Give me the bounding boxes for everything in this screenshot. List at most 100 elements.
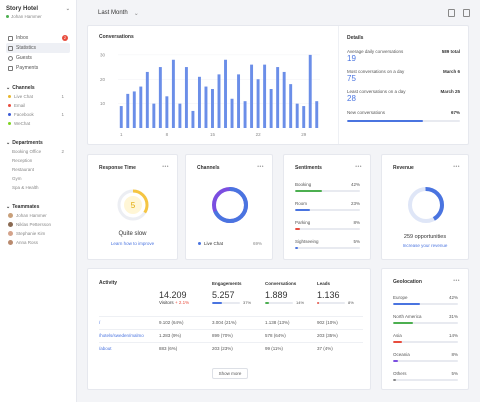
bar[interactable] — [263, 64, 267, 128]
column-header[interactable]: Conversations — [265, 280, 297, 286]
sidebar: Story Hotel ⌄ Johan Hammer Inbox 2 Stati… — [0, 0, 77, 402]
current-user[interactable]: Johan Hammer — [6, 14, 70, 19]
channel-label: Live Chat — [14, 94, 34, 99]
detail-value: 28 — [347, 94, 356, 103]
x-tick-label: 8 — [166, 132, 169, 137]
leads-value: 1.136 — [317, 290, 340, 300]
more-icon[interactable]: ••• — [257, 164, 264, 170]
department-item-booking-office[interactable]: Booking Office 2 — [6, 147, 70, 156]
more-icon[interactable]: ••• — [453, 164, 460, 170]
departments-toggle[interactable]: ⌄ Departments — [6, 138, 70, 147]
nav-item-guests[interactable]: Guests — [6, 53, 70, 63]
bar[interactable] — [145, 71, 149, 128]
cell-engagements: 3.004 (21%) — [212, 320, 237, 325]
period-select[interactable]: Last Month ⌄ — [88, 10, 139, 17]
bar[interactable] — [308, 54, 312, 128]
page-path-link[interactable]: /about — [99, 346, 112, 352]
engagements-bar — [212, 301, 240, 304]
channel-color-dot — [8, 113, 11, 116]
more-icon[interactable]: ••• — [453, 278, 460, 284]
bar[interactable] — [211, 89, 214, 128]
channel-item-email[interactable]: Email — [6, 101, 70, 110]
chevron-down-icon: ⌄ — [6, 139, 11, 146]
bar[interactable] — [191, 110, 195, 128]
channel-item-facebook[interactable]: Facebook 1 — [6, 110, 70, 119]
detail-right: 589 total — [441, 49, 460, 54]
bar[interactable] — [230, 98, 234, 128]
geo-item: Asia 14% — [393, 333, 458, 343]
detail-right: March 25 — [440, 89, 460, 94]
engagements-pct: 37% — [243, 300, 252, 305]
bar[interactable] — [132, 91, 136, 128]
cell-conversations: 1.138 (13%) — [265, 320, 290, 325]
geo-value: 31% — [448, 314, 458, 319]
teammate-item[interactable]: Anna Ross — [6, 238, 70, 247]
revenue-link[interactable]: Increase your revenue — [402, 243, 448, 248]
page-path-link[interactable]: / — [99, 320, 101, 325]
bar[interactable] — [119, 106, 123, 128]
chevron-down-icon: ⌄ — [133, 10, 139, 17]
detail-label: Average daily conversations — [347, 49, 404, 54]
department-item-reception[interactable]: Reception — [6, 156, 70, 165]
teammate-item[interactable]: Stephanie Kim — [6, 229, 70, 238]
more-icon[interactable]: ••• — [162, 164, 169, 170]
bar[interactable] — [165, 96, 169, 128]
bar[interactable] — [139, 86, 143, 128]
bar[interactable] — [256, 79, 260, 128]
user-name: Johan Hammer — [11, 14, 42, 19]
teammates-toggle[interactable]: ⌄ Teammates — [6, 202, 70, 211]
hotel-switcher[interactable]: Story Hotel ⌄ — [6, 6, 70, 12]
bar[interactable] — [126, 93, 130, 128]
bar[interactable] — [171, 59, 175, 128]
bar[interactable] — [282, 71, 286, 128]
channel-color-dot — [8, 122, 11, 125]
bar[interactable] — [217, 74, 221, 128]
response-gauge-arc — [117, 189, 149, 221]
department-item-restaurant[interactable]: Restaurant — [6, 165, 70, 174]
channel-item-live-chat[interactable]: Live Chat 1 — [6, 92, 70, 101]
bar[interactable] — [302, 106, 306, 128]
geo-bar — [393, 360, 458, 362]
bar[interactable] — [315, 101, 319, 128]
bar[interactable] — [224, 59, 227, 128]
teammate-item[interactable]: Johan Hammer — [6, 211, 70, 220]
bar[interactable] — [184, 67, 188, 128]
bar[interactable] — [197, 76, 201, 128]
bar[interactable] — [178, 103, 182, 128]
more-icon[interactable]: ••• — [355, 164, 362, 170]
bar[interactable] — [295, 103, 299, 128]
bar[interactable] — [204, 86, 208, 128]
bar[interactable] — [237, 74, 241, 128]
column-header[interactable]: Leads — [317, 280, 331, 286]
print-icon[interactable] — [448, 9, 455, 17]
bar[interactable] — [152, 103, 156, 128]
nav-item-statistics[interactable]: Statistics — [6, 43, 70, 53]
y-tick-label: 10 — [100, 101, 106, 106]
bar[interactable] — [269, 89, 273, 128]
page-path-link[interactable]: /hotels/sweden/malmo — [99, 333, 144, 338]
channels-toggle[interactable]: ⌄ Channels — [6, 83, 70, 92]
geo-value: 42% — [448, 295, 458, 300]
nav-item-inbox[interactable]: Inbox 2 — [6, 33, 70, 43]
bar[interactable] — [158, 67, 162, 128]
show-more-button[interactable]: Show more — [212, 368, 248, 379]
column-header[interactable]: Engagements — [212, 280, 242, 286]
nav-item-payments[interactable]: Payments — [6, 63, 70, 73]
teammate-item[interactable]: Niklas Pettersson — [6, 220, 70, 229]
activity-title: Activity — [99, 280, 118, 286]
bar[interactable] — [276, 67, 280, 128]
response-improve-link[interactable]: Learn how to improve — [110, 241, 155, 246]
detail-right: March 6 — [442, 69, 460, 74]
channel-item-wechat[interactable]: WeChat — [6, 119, 70, 128]
sentiment-item: Booking 42% — [295, 182, 360, 192]
bar[interactable] — [243, 101, 247, 128]
geo-item: North America 31% — [393, 314, 458, 324]
export-icon[interactable] — [463, 9, 470, 17]
bar[interactable] — [289, 84, 293, 128]
department-item-spa[interactable]: Spa & Health — [6, 183, 70, 192]
sentiment-value: 5% — [353, 239, 360, 244]
progress-fill — [393, 341, 403, 343]
sentiment-bar — [295, 190, 360, 192]
bar[interactable] — [250, 64, 254, 128]
department-item-gym[interactable]: Gym — [6, 174, 70, 183]
